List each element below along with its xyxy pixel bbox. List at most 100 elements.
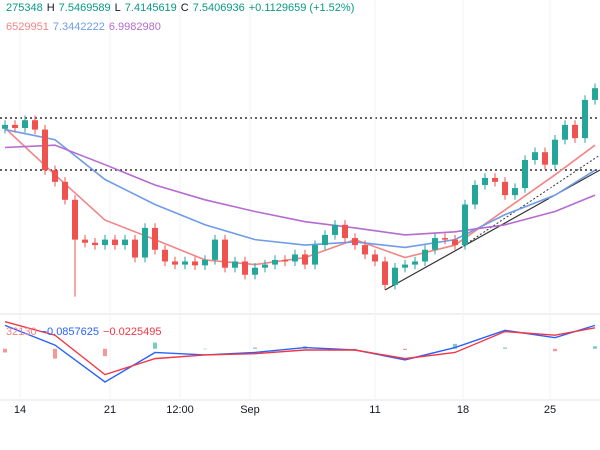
legend-value: C (181, 2, 189, 14)
legend-value: 7.5406936 (193, 2, 245, 14)
candle-body (592, 88, 598, 100)
candle-body (142, 227, 148, 258)
macd-histogram-bar (153, 342, 157, 349)
candle-body (542, 152, 548, 165)
macd-histogram-bar (453, 343, 457, 349)
candle-body (482, 177, 488, 185)
candle-body (292, 254, 298, 262)
candle-body (22, 120, 28, 128)
candle-body (102, 239, 108, 246)
candle-body (2, 124, 8, 129)
x-tick-label: 18 (457, 404, 469, 416)
candle-body (282, 259, 288, 262)
candle-body (432, 238, 438, 250)
candle-body (552, 139, 558, 165)
candle-body (382, 261, 388, 285)
legend-value: 275348 (6, 2, 43, 14)
candle-body (112, 239, 118, 246)
legend-value: +0.1129659 (+1.52%) (249, 2, 355, 14)
candle-body (162, 249, 168, 262)
candle-body (582, 99, 588, 139)
candle-body (332, 224, 338, 235)
macd-histogram-bar (553, 348, 557, 352)
legend-value: L (115, 2, 121, 14)
candle-body (152, 227, 158, 250)
x-tick-label: Sep (240, 404, 260, 416)
candle-body (52, 170, 58, 182)
candle-body (492, 177, 498, 182)
legend-value: −0.0225495 (103, 326, 161, 338)
macd-histogram-bar (403, 348, 407, 350)
candle-body (402, 264, 408, 268)
x-tick-label: 12:00 (166, 404, 194, 416)
candle-body (172, 261, 178, 265)
candle-body (462, 204, 468, 246)
candle-body (202, 259, 208, 266)
legend-row: 6529951 7.3442222 6.9982980 (6, 21, 161, 33)
candle-body (192, 261, 198, 266)
macd-histogram-bar (3, 348, 7, 353)
candle-body (302, 254, 308, 265)
candle-body (352, 238, 358, 246)
macd-histogram-bar (253, 347, 257, 349)
candle-body (212, 239, 218, 260)
macd-histogram-bar (203, 348, 207, 350)
candle-body (422, 249, 428, 262)
candle-body (502, 181, 508, 196)
legend-value: −0.0857625 (41, 326, 99, 338)
candle-body (242, 261, 248, 275)
x-tick-label: 21 (104, 404, 116, 416)
candle-body (342, 224, 348, 239)
moving-average (4, 144, 596, 236)
candle-body (32, 120, 38, 130)
legend-value: 7.4145619 (125, 2, 177, 14)
legend-value: 32130 (6, 326, 37, 338)
candle-body (362, 245, 368, 255)
candle-body (572, 124, 578, 139)
candle-body (272, 259, 278, 265)
candle-body (562, 124, 568, 140)
x-tick-label: 11 (369, 404, 380, 416)
candle-body (222, 239, 228, 268)
candle-body (232, 261, 238, 268)
legend-value: 7.5469589 (59, 2, 111, 14)
candle-body (122, 239, 128, 246)
candle-body (472, 184, 478, 205)
candle-body (92, 242, 98, 246)
macd-histogram-bar (503, 347, 507, 349)
macd-histogram-bar (103, 348, 107, 357)
macd-line (4, 324, 596, 383)
legend-value: 6.9982980 (109, 21, 161, 33)
candle-body (372, 254, 378, 262)
legend-value: H (47, 2, 55, 14)
candle-body (132, 239, 138, 258)
candle-body (72, 199, 78, 240)
x-tick-label: 14 (14, 404, 26, 416)
x-tick-label: 25 (544, 404, 556, 416)
candle-body (12, 124, 18, 128)
macd-histogram-bar (593, 346, 597, 349)
legend-value: 6529951 (6, 21, 49, 33)
candle-body (442, 238, 448, 240)
candle-body (522, 160, 528, 189)
legend-row: 32130 −0.0857625 −0.0225495 (6, 326, 161, 338)
signal-line (4, 321, 596, 376)
candle-body (62, 181, 68, 200)
candle-body (412, 261, 418, 265)
macd-histogram-bar (53, 348, 57, 359)
trend-line (459, 154, 600, 249)
macd-histogram-bar (353, 348, 357, 350)
candle-body (252, 267, 258, 275)
candle-body (82, 239, 88, 243)
candle-body (452, 239, 458, 246)
legend-row: 275348 H 7.5469589 L 7.4145619 C 7.5406936 +0.1… (6, 2, 354, 14)
candle-body (312, 245, 318, 265)
candle-body (182, 261, 188, 265)
candle-body (42, 129, 48, 171)
candle-body (392, 267, 398, 285)
legend-value: 7.3442222 (53, 21, 105, 33)
candle-body (532, 152, 538, 160)
candle-body (322, 234, 328, 246)
